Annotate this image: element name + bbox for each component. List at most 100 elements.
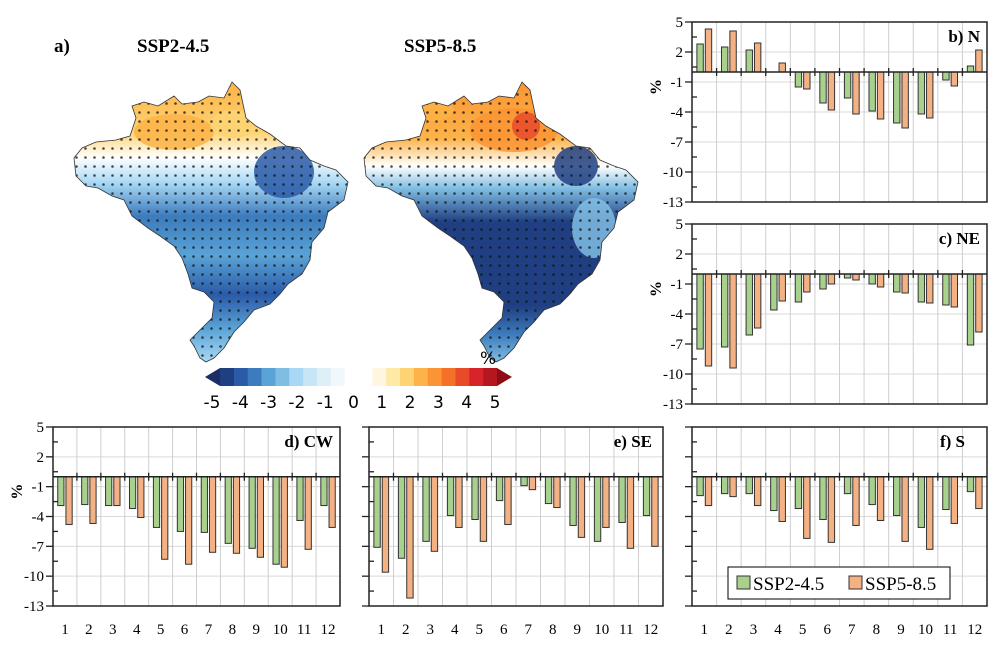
map-ssp245	[73, 81, 349, 363]
bar-ssp585-month-3	[753, 273, 762, 329]
colorbar-tick-label: 3	[433, 393, 444, 413]
bar-ssp245-month-10	[917, 273, 926, 303]
bar-ssp245-month-6	[819, 71, 827, 104]
bar-ssp585-month-1	[381, 476, 390, 573]
bar-ssp245-month-4	[770, 476, 778, 512]
colorbar: % -5 -4 -3 -2 -1 0 1 2 3 4 5	[204, 349, 512, 413]
y-tick-label: -7	[32, 539, 45, 555]
bar-ssp245-month-11	[296, 476, 304, 521]
bar-ssp245-month-2	[720, 46, 729, 73]
bar-ssp245-month-8	[224, 476, 232, 544]
bar-ssp585-month-7	[852, 71, 860, 115]
bar-ssp245-month-3	[422, 476, 430, 542]
x-tick-label: 2	[725, 622, 733, 638]
y-axis-label: %	[9, 484, 26, 500]
bar-ssp245-month-9	[893, 476, 901, 517]
bar-ssp585-month-2	[729, 30, 737, 73]
bar-ssp245-month-10	[917, 71, 926, 115]
x-tick-label: 5	[476, 622, 484, 638]
bar-ssp585-month-4	[778, 476, 786, 522]
bar-ssp585-month-6	[185, 476, 193, 565]
bar-ssp585-month-12	[975, 476, 983, 510]
bar-ssp585-month-2	[729, 273, 737, 369]
bar-ssp245-month-6	[176, 476, 185, 532]
colorbar-high-extend-arrow	[497, 368, 512, 386]
legend-label-ssp245: SSP2-4.5	[753, 574, 824, 595]
bar-ssp245-month-5	[152, 476, 161, 528]
bar-ssp585-month-9	[901, 71, 909, 129]
colorbar-segment	[316, 368, 332, 386]
x-tick-label: 10	[273, 622, 288, 638]
bar-ssp245-month-9	[893, 273, 901, 293]
bar-ssp245-month-5	[794, 273, 803, 303]
bar-ssp245-month-12	[966, 476, 975, 493]
colorbar-segment	[344, 368, 373, 386]
x-tick-label: 5	[799, 622, 807, 638]
colorbar-segment	[261, 368, 276, 386]
x-tick-label: 7	[848, 622, 856, 638]
y-tick-label: -4	[671, 307, 684, 323]
bar-ssp585-month-8	[232, 476, 241, 554]
bar-ssp585-month-1	[704, 273, 713, 367]
x-tick-label: 10	[918, 622, 933, 638]
x-tick-label: 9	[897, 622, 905, 638]
colorbar-segment	[469, 368, 484, 386]
map-ssp585	[363, 81, 639, 363]
colorbar-tick-label: 5	[490, 393, 501, 413]
x-tick-label: 1	[701, 622, 709, 638]
bar-ssp585-month-11	[950, 476, 959, 524]
colorbar-segment	[220, 368, 235, 386]
bar-ssp245-month-10	[593, 476, 602, 542]
y-tick-label: -1	[32, 480, 45, 496]
bar-chart-e-se: 1 2 3 4 5 6 7 8 9 10 11 12e) SE	[362, 426, 664, 638]
x-tick-label: 5	[157, 622, 165, 638]
colorbar-tick-label: -5	[204, 393, 221, 413]
y-tick-label: 2	[676, 45, 684, 61]
bar-ssp585-month-5	[803, 476, 811, 539]
y-tick-label: -13	[663, 195, 683, 211]
bar-ssp585-month-6	[827, 476, 836, 543]
x-tick-label: 6	[823, 622, 831, 638]
legend-label-ssp585: SSP5-8.5	[865, 574, 936, 595]
bar-ssp245-month-10	[917, 476, 926, 528]
colorbar-segment	[303, 368, 318, 386]
colorbar-segment	[330, 368, 345, 386]
bar-ssp245-month-7	[200, 476, 208, 533]
x-tick-label: 12	[321, 622, 336, 638]
colorbar-tick-label: -2	[288, 393, 305, 413]
bar-ssp585-month-6	[827, 71, 836, 111]
y-axis-label: %	[648, 281, 665, 297]
y-tick-label: -10	[663, 367, 683, 383]
bar-ssp245-month-7	[520, 476, 528, 487]
bar-ssp585-month-7	[852, 476, 860, 526]
bar-ssp585-month-4	[778, 273, 786, 302]
x-tick-label: 7	[205, 622, 213, 638]
bar-ssp245-month-12	[642, 476, 651, 517]
chart-title: d) CW	[284, 432, 333, 451]
bar-ssp245-month-3	[745, 273, 753, 336]
y-tick-label: -4	[32, 510, 45, 526]
colorbar-tick-label: -3	[260, 393, 277, 413]
colorbar-segment	[372, 368, 387, 386]
bar-ssp585-month-7	[208, 476, 217, 553]
bar-ssp245-month-5	[794, 71, 803, 88]
x-tick-label: 3	[750, 622, 758, 638]
map-significance-stipple	[364, 82, 638, 362]
y-tick-label: 2	[676, 247, 684, 263]
bar-ssp245-month-2	[397, 476, 406, 559]
bar-ssp245-month-11	[618, 476, 626, 523]
colorbar-tick-label: 4	[461, 393, 472, 413]
bar-chart-d-cw: 52-1-4-7-10-131 2 3 4 5 6 7 8 9 10 11 12d) CW%	[9, 420, 341, 638]
map-title-ssp585: SSP5-8.5	[404, 36, 476, 57]
x-tick-label: 12	[643, 622, 658, 638]
colorbar-tick-label: 0	[348, 393, 359, 413]
legend-swatch-ssp245	[736, 575, 751, 590]
bar-ssp245-month-3	[745, 49, 753, 73]
bar-ssp585-month-6	[827, 273, 836, 285]
bar-ssp245-month-5	[471, 476, 479, 520]
chart-title: e) SE	[614, 432, 652, 451]
bar-ssp245-month-8	[868, 71, 876, 112]
bar-ssp585-month-11	[304, 476, 312, 550]
bar-ssp245-month-12	[320, 476, 328, 507]
map-title-ssp245: SSP2-4.5	[137, 36, 209, 57]
